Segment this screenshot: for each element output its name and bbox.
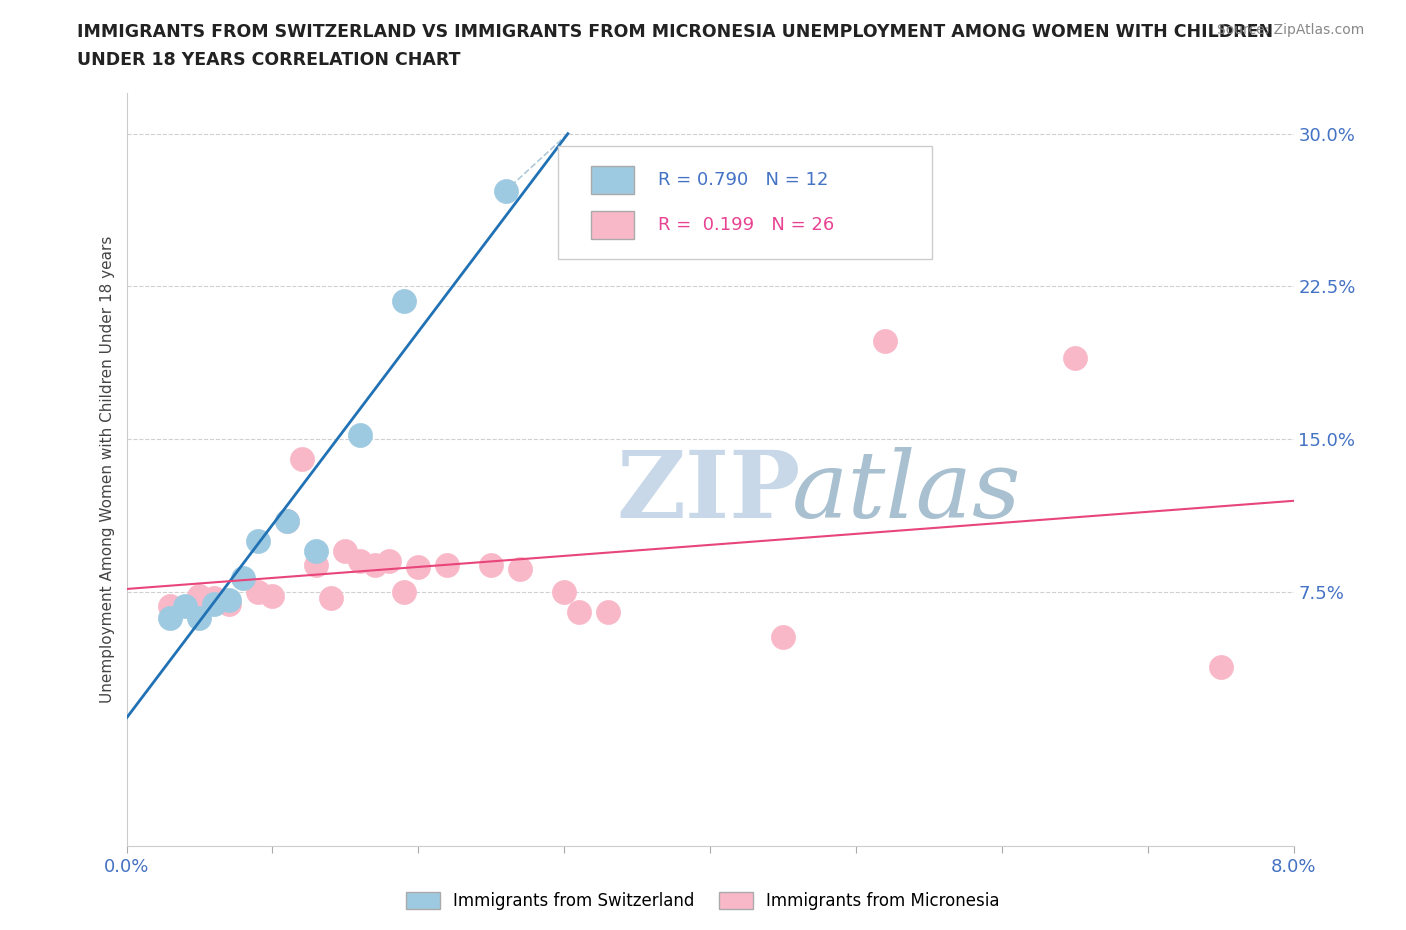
Point — [1063, 351, 1085, 365]
Point — [553, 584, 575, 599]
Point — [392, 584, 415, 599]
Text: atlas: atlas — [792, 447, 1021, 538]
Point — [246, 584, 269, 599]
Text: R = 0.790   N = 12: R = 0.790 N = 12 — [658, 170, 828, 189]
Point — [1209, 659, 1232, 674]
Point — [363, 558, 385, 573]
Point — [305, 544, 328, 559]
Point — [772, 630, 794, 644]
Point — [174, 599, 197, 614]
Point — [568, 604, 591, 619]
Point — [436, 558, 458, 573]
Point — [276, 513, 298, 528]
FancyBboxPatch shape — [591, 211, 634, 239]
Legend: Immigrants from Switzerland, Immigrants from Micronesia: Immigrants from Switzerland, Immigrants … — [399, 885, 1007, 917]
Point — [479, 558, 502, 573]
Point — [202, 591, 225, 605]
Point — [218, 596, 240, 611]
Text: ZIP: ZIP — [617, 447, 801, 538]
Point — [159, 599, 181, 614]
Point — [262, 589, 284, 604]
Point — [378, 554, 401, 569]
Point — [349, 554, 371, 569]
Y-axis label: Unemployment Among Women with Children Under 18 years: Unemployment Among Women with Children U… — [100, 236, 115, 703]
Text: IMMIGRANTS FROM SWITZERLAND VS IMMIGRANTS FROM MICRONESIA UNEMPLOYMENT AMONG WOM: IMMIGRANTS FROM SWITZERLAND VS IMMIGRANT… — [77, 23, 1274, 41]
Point — [509, 562, 531, 577]
Point — [873, 334, 897, 349]
Point — [290, 452, 312, 467]
Point — [188, 589, 211, 604]
FancyBboxPatch shape — [558, 146, 932, 259]
Text: R =  0.199   N = 26: R = 0.199 N = 26 — [658, 216, 834, 233]
Text: UNDER 18 YEARS CORRELATION CHART: UNDER 18 YEARS CORRELATION CHART — [77, 51, 461, 69]
Point — [276, 513, 298, 528]
FancyBboxPatch shape — [591, 166, 634, 193]
Point — [218, 592, 240, 607]
Point — [202, 596, 225, 611]
Text: Source: ZipAtlas.com: Source: ZipAtlas.com — [1216, 23, 1364, 37]
Point — [246, 534, 269, 549]
Point — [159, 611, 181, 626]
Point — [335, 544, 357, 559]
Point — [392, 293, 415, 308]
Point — [188, 611, 211, 626]
Point — [319, 591, 342, 605]
Point — [495, 183, 517, 198]
Point — [349, 428, 371, 443]
Point — [408, 560, 430, 575]
Point — [305, 558, 328, 573]
Point — [596, 604, 619, 619]
Point — [232, 570, 254, 585]
